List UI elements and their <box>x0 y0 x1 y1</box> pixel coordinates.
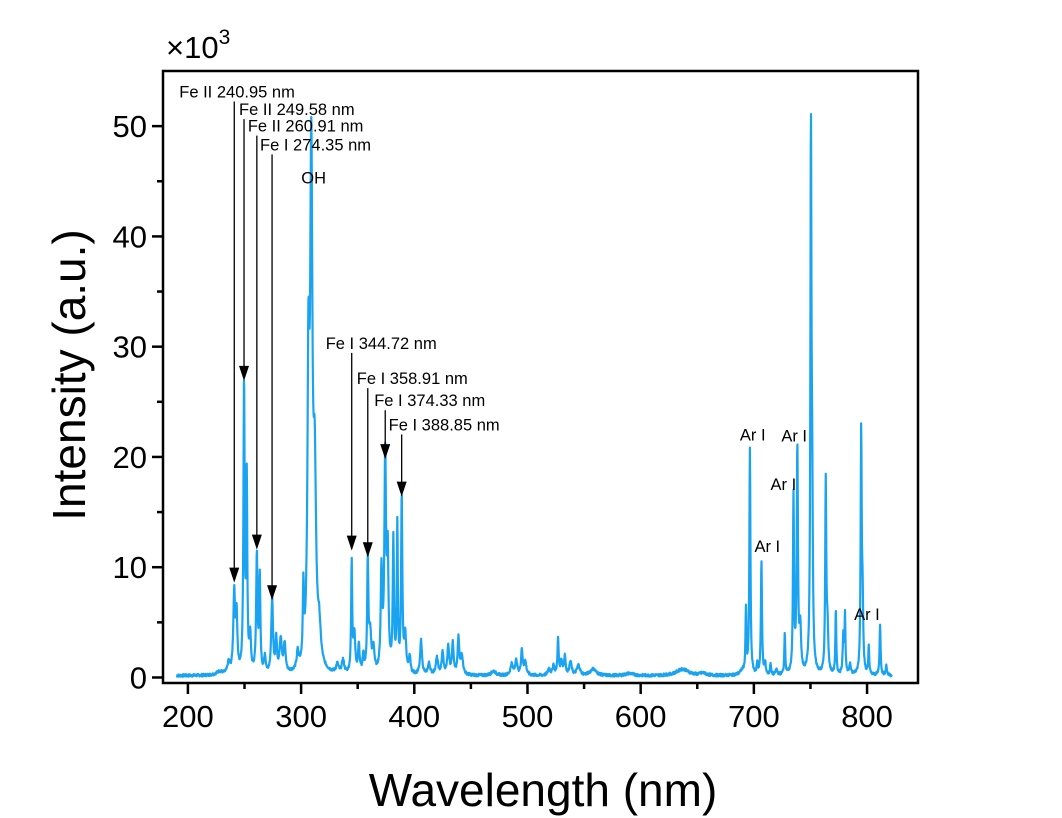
arrowhead-icon <box>346 535 357 551</box>
peak-annotation: Fe I 344.72 nm <box>326 335 437 551</box>
peak-annotation: Fe II 249.58 nm <box>239 101 355 381</box>
y-tick-label: 50 <box>113 109 147 144</box>
arrowhead-icon <box>362 542 373 558</box>
y-tick-label: 10 <box>113 550 147 585</box>
annotation-label: Fe I 274.35 nm <box>260 136 371 154</box>
y-tick-label: 20 <box>113 440 147 475</box>
annotation-label: Fe II 260.91 nm <box>248 118 364 136</box>
x-tick-label: 600 <box>615 699 667 734</box>
annotation-label: Fe I 374.33 nm <box>374 392 485 410</box>
x-tick-label: 800 <box>841 699 893 734</box>
annotation-label: Ar I <box>781 428 807 446</box>
peak-annotation: Fe I 374.33 nm <box>374 392 485 460</box>
annotation-label: Fe I 344.72 nm <box>326 335 437 353</box>
series-layer <box>175 112 893 678</box>
peak-annotation: Ar I <box>740 426 766 444</box>
peak-annotation: Fe I 274.35 nm <box>260 136 371 601</box>
peak-annotation: Ar I <box>854 606 880 624</box>
x-axis: 200 300 400 500 600 700 800 <box>162 683 893 734</box>
annotation-label: Fe II 249.58 nm <box>239 101 355 119</box>
x-tick-label: 300 <box>275 699 327 734</box>
annotation-label: Ar I <box>770 476 796 494</box>
peak-annotation: Fe II 240.95 nm <box>179 83 295 583</box>
peak-annotation: Ar I <box>781 428 807 446</box>
annotation-label: OH <box>301 169 326 187</box>
annotation-label: Ar I <box>754 538 780 556</box>
spectrum-line <box>175 112 893 678</box>
annotation-label: Ar I <box>740 426 766 444</box>
y-multiplier-base: ×10 <box>166 30 219 65</box>
annotation-label: Fe I 388.85 nm <box>389 416 500 434</box>
annotation-label: Fe II 240.95 nm <box>179 83 295 101</box>
y-multiplier-label: ×103 <box>166 26 230 65</box>
x-tick-label: 700 <box>728 699 780 734</box>
peak-annotation: Ar I <box>754 538 780 556</box>
y-tick-label: 40 <box>113 219 147 254</box>
x-tick-label: 500 <box>502 699 554 734</box>
arrowhead-icon <box>267 585 278 601</box>
y-axis-title: Intensity (a.u.) <box>43 229 95 520</box>
annotation-label: Fe I 358.91 nm <box>357 370 468 388</box>
peak-annotation: Ar I <box>770 476 796 494</box>
y-tick-label: 30 <box>113 330 147 365</box>
peak-annotation: OH <box>301 169 326 187</box>
plot-frame <box>161 69 920 685</box>
y-multiplier-exponent: 3 <box>219 26 231 49</box>
y-axis: 0 10 20 30 40 50 <box>113 109 163 695</box>
annotation-label: Ar I <box>854 606 880 624</box>
arrowhead-icon <box>396 481 407 497</box>
x-tick-label: 200 <box>162 699 214 734</box>
x-axis-title: Wavelength (nm) <box>369 764 718 816</box>
arrowhead-icon <box>380 444 391 460</box>
x-tick-label: 400 <box>388 699 440 734</box>
peak-annotation: Fe I 388.85 nm <box>389 416 500 497</box>
arrowhead-icon <box>229 567 240 583</box>
peak-annotation: Fe II 260.91 nm <box>248 118 364 550</box>
arrowhead-icon <box>251 534 262 550</box>
peak-annotation: Fe I 358.91 nm <box>357 370 468 558</box>
arrowhead-icon <box>239 365 250 381</box>
y-tick-label: 0 <box>130 660 147 695</box>
